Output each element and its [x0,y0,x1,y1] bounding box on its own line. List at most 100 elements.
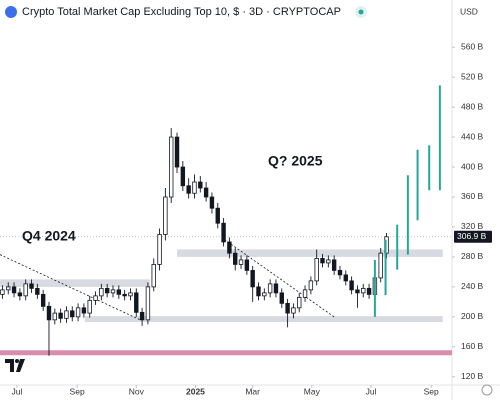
candle-body [93,295,98,301]
candle-body [320,258,325,264]
candle-body [11,286,17,294]
x-tick-label: Jul [12,386,23,396]
x-tick-label: 2025 [186,386,205,396]
candle-body [116,289,122,295]
candle-body [250,269,255,288]
candle-body [297,296,302,309]
candle-body [221,222,226,243]
candle-body [227,241,232,254]
candle-body [215,207,220,224]
candle-body [52,312,58,321]
x-tick-label: Mar [245,386,260,396]
candle-body [308,280,314,291]
candle-body [198,181,203,189]
candle-body [291,307,296,314]
symbol-icon [5,6,17,18]
zone [84,316,443,323]
candle-body [128,292,133,297]
y-tick-label: 200 B [461,311,484,321]
candle-body [378,252,383,279]
candle-body [46,305,52,321]
candle-body [134,292,139,313]
candle-body [337,269,343,276]
candle-body [256,286,261,297]
candle-body [6,286,11,291]
candle-body [267,283,273,294]
candle-body [145,286,151,321]
x-tick-label: Sep [70,386,85,396]
price-badge-label: 306.9 B [457,231,487,241]
candle-body [122,293,127,297]
y-tick-label: 320 B [461,221,484,231]
y-tick-label: 240 B [461,281,484,291]
candle-body [233,252,238,265]
candle-body [40,293,46,307]
candle-body [361,287,366,294]
x-tick-label: Jul [366,386,377,396]
candle-body [151,264,156,288]
candle-body [343,274,348,282]
candle-body [244,259,250,271]
candle-body [70,310,75,318]
candle-body [58,312,63,319]
candle-body [186,185,191,194]
candle-body [302,289,308,298]
annotation: Q4 2024 [22,228,76,244]
price-badge [454,230,492,243]
candle-body [87,299,92,314]
y-tick-label: 400 B [461,161,484,171]
zone [0,279,150,287]
candle-body [273,283,279,294]
candle-body [349,280,354,291]
candle-body [174,136,180,168]
y-tick-label: 480 B [461,101,484,111]
candle-body [163,196,168,235]
y-tick-label: 120 B [461,371,484,381]
candle-body [262,292,267,297]
candle-body [168,136,174,198]
y-tick-label: 560 B [461,41,484,51]
x-tick-label: Nov [129,386,145,396]
candle-body [279,292,284,304]
candle-body [29,283,34,289]
status-dot [358,9,364,15]
currency-label[interactable]: USD [460,6,478,16]
candle-body [326,259,331,264]
annotation: Q? 2025 [268,153,323,169]
candle-body [209,196,215,209]
candle-body [75,307,81,318]
candle-body [104,287,110,294]
y-tick-label: 280 B [461,251,484,261]
tv-logo [5,359,25,372]
trendline [224,239,336,318]
trendline [0,254,141,321]
candle-body [238,259,244,265]
candle-body [192,181,197,194]
candle-body [99,287,104,297]
settings-button[interactable] [481,384,493,396]
candle-body [35,287,40,295]
candle-body [203,187,209,198]
candle-body [331,259,337,271]
candle-body [17,292,23,297]
y-tick-label: 520 B [461,71,484,81]
y-tick-label: 160 B [461,341,484,351]
chart-title: Crypto Total Market Cap Excluding Top 10… [22,6,341,18]
y-tick-label: 440 B [461,131,484,141]
candle-body [64,310,69,319]
candle-body [0,289,5,295]
candle-body [110,289,116,294]
candle-body [180,166,186,187]
candle-body [157,234,162,265]
y-tick-label: 360 B [461,191,484,201]
candle-body [366,287,372,295]
candle-body [285,302,290,314]
zone [177,249,443,257]
candle-body [81,307,87,314]
candle-body [314,258,319,282]
x-tick-label: Sep [424,386,439,396]
x-tick-label: May [304,386,321,396]
candle-body [139,311,145,321]
